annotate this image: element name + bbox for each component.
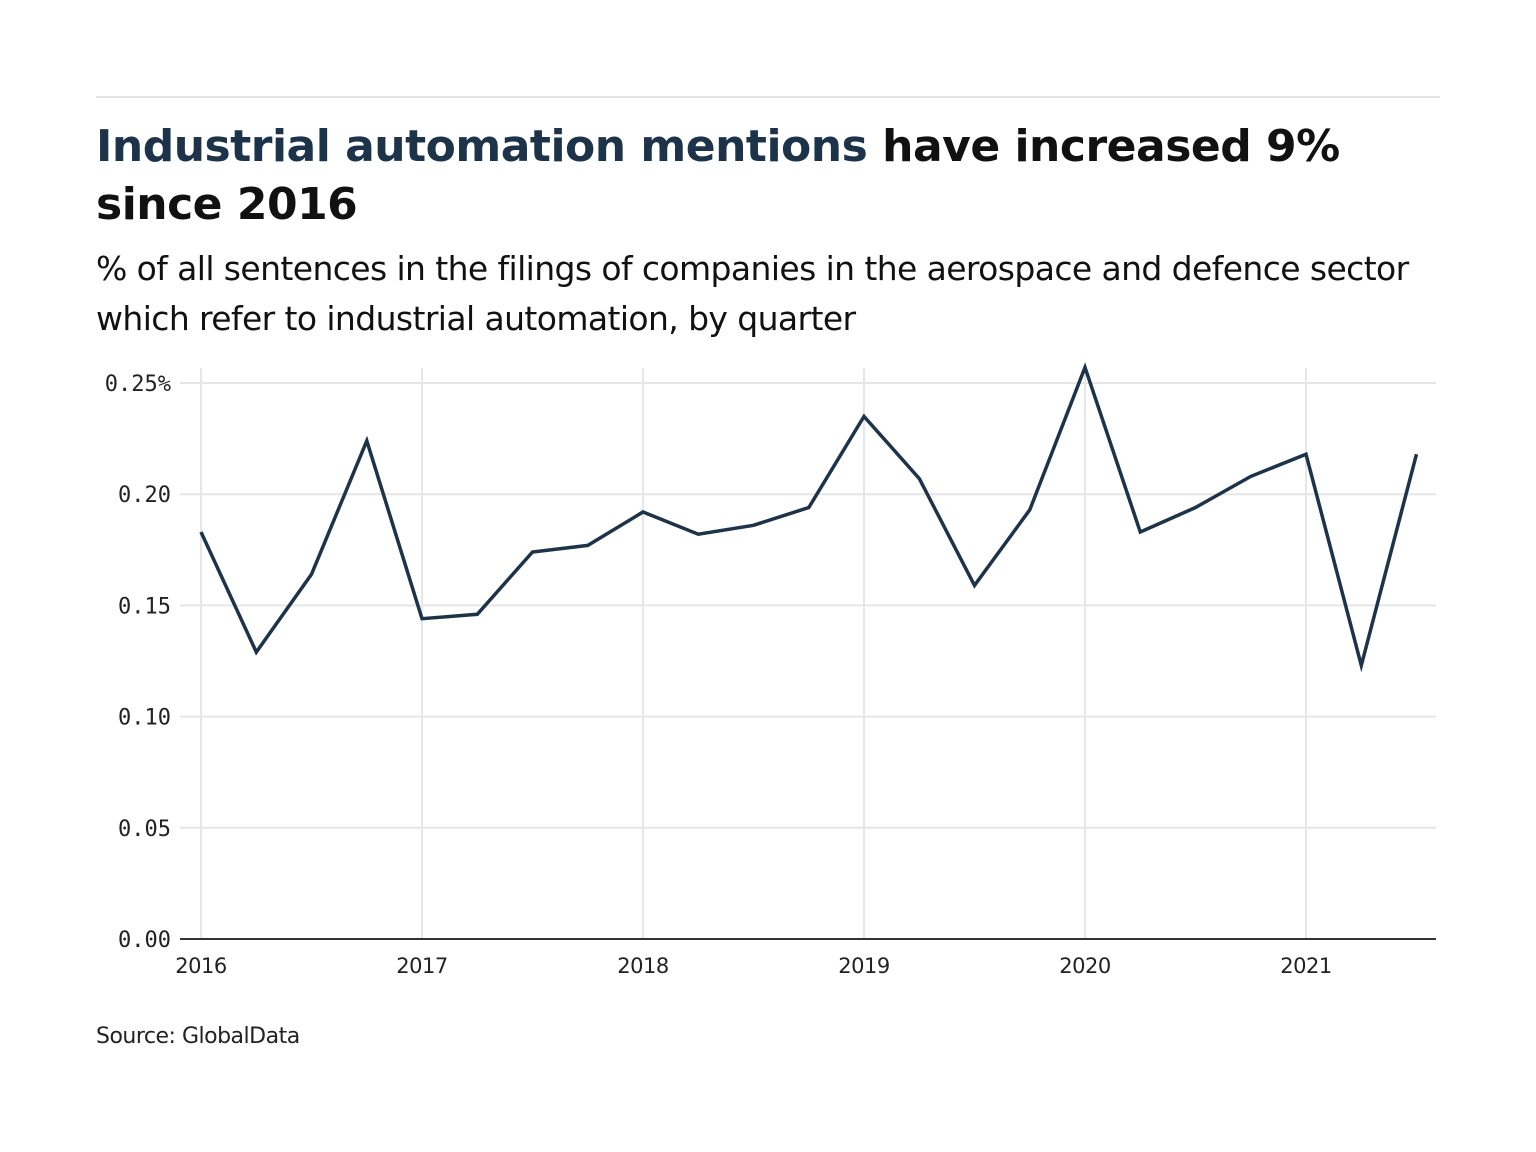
y-tick-label: 0.10 — [118, 706, 171, 731]
data-point — [199, 530, 203, 534]
data-point — [1415, 452, 1419, 456]
data-point — [254, 650, 258, 654]
x-tick-label: 2016 — [175, 954, 227, 978]
title-rest: have increased 9% since 2016 — [96, 121, 1340, 230]
x-tick-label: 2017 — [396, 954, 447, 978]
data-point — [1249, 474, 1253, 478]
data-point — [1083, 365, 1087, 369]
data-point — [973, 583, 977, 587]
chart-title: Industrial automation mentions have incr… — [96, 118, 1436, 234]
data-point — [1138, 530, 1142, 534]
data-point — [696, 532, 700, 536]
y-tick-label: 0.05 — [118, 817, 171, 842]
data-point — [310, 572, 314, 576]
y-tick-label: 0.25% — [105, 372, 171, 397]
source-note: Source: GlobalData — [96, 1024, 300, 1049]
data-point — [1028, 508, 1032, 512]
x-tick-label: 2020 — [1059, 954, 1110, 978]
data-point — [365, 439, 369, 443]
data-point — [807, 506, 811, 510]
data-point — [641, 510, 645, 514]
data-point — [420, 617, 424, 621]
y-tick-label: 0.15 — [118, 594, 171, 619]
data-point — [1194, 506, 1198, 510]
y-tick-label: 0.00 — [118, 928, 171, 953]
series-line — [199, 362, 1419, 673]
data-point — [475, 612, 479, 616]
chart-subtitle: % of all sentences in the filings of com… — [96, 249, 1409, 338]
data-point — [531, 550, 535, 554]
x-tick-label: 2019 — [838, 954, 889, 978]
data-point — [586, 543, 590, 547]
data-point — [862, 414, 866, 418]
data-point — [1359, 663, 1363, 667]
data-point — [752, 523, 756, 527]
top-divider — [96, 96, 1440, 98]
x-tick-label: 2021 — [1280, 954, 1331, 978]
y-tick-label: 0.20 — [118, 483, 171, 508]
data-point — [917, 477, 921, 481]
data-point — [1304, 452, 1308, 456]
title-highlight: Industrial automation mentions — [96, 121, 868, 172]
x-tick-label: 2018 — [617, 954, 668, 978]
